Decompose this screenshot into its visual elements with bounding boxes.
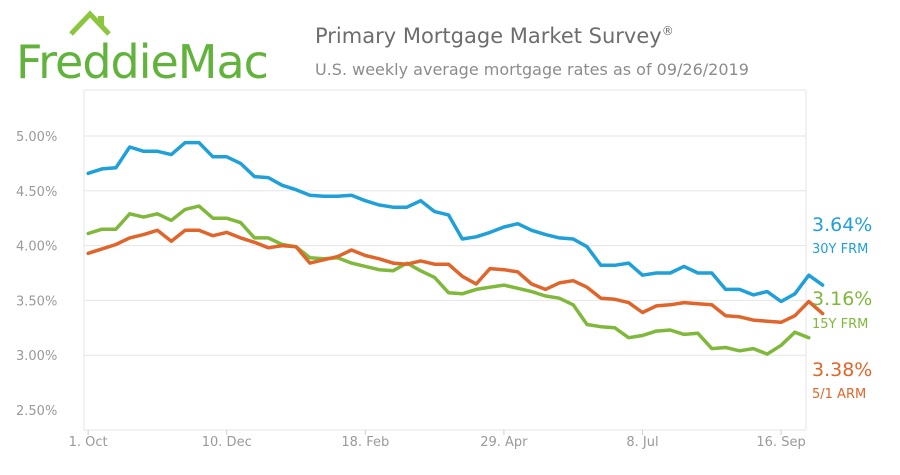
series-last-value: 3.38% <box>812 359 873 381</box>
x-axis-tick-labels: 1. Oct 10. Dec 18. Feb 29. Apr 8. Jul 16. Sep <box>69 430 806 450</box>
logo-roof <box>69 10 111 36</box>
x-tick-label: 10. Dec <box>202 435 252 450</box>
x-tick-label: 16. Sep <box>756 435 805 450</box>
series-line-15y-frm <box>86 204 811 356</box>
series-name-label: 30Y FRM <box>812 242 869 257</box>
series-line-30y-frm <box>86 140 825 304</box>
x-tick-label: 18. Feb <box>341 435 389 450</box>
chart-subtitle: U.S. weekly average mortgage rates as of… <box>315 60 749 79</box>
brand-name-part1: Freddie <box>16 35 178 88</box>
svg-text:FreddieMac: FreddieMac <box>16 35 268 88</box>
series-name-label: 5/1 ARM <box>812 387 867 402</box>
y-tick-label: 3.50% <box>16 294 57 309</box>
x-tick-label: 8. Jul <box>626 435 658 450</box>
y-tick-label: 2.50% <box>16 404 57 419</box>
y-tick-label: 5.00% <box>16 130 57 145</box>
grid-lines <box>83 89 807 431</box>
series-lines <box>86 140 825 356</box>
y-tick-label: 4.50% <box>16 185 57 200</box>
series-last-value: 3.64% <box>812 214 873 236</box>
brand-name-part2: Mac <box>178 35 268 88</box>
y-tick-label: 4.00% <box>16 240 57 255</box>
freddie-mac-logo: FreddieMac <box>16 10 269 88</box>
y-tick-label: 3.00% <box>16 349 57 364</box>
chart-title-text: Primary Mortgage Market Survey <box>315 24 662 48</box>
y-axis-tick-labels: 5.00% 4.50% 4.00% 3.50% 3.00% 2.50% <box>16 130 57 419</box>
series-name-label: 15Y FRM <box>812 317 869 332</box>
plot-frame <box>83 89 807 431</box>
series-line-5-1-arm <box>86 228 825 325</box>
chart-title: Primary Mortgage Market Survey® <box>315 24 674 48</box>
x-tick-label: 1. Oct <box>69 435 108 450</box>
series-last-value: 3.16% <box>812 288 873 310</box>
x-tick-label: 29. Apr <box>480 435 528 450</box>
registered-mark: ® <box>661 24 674 38</box>
